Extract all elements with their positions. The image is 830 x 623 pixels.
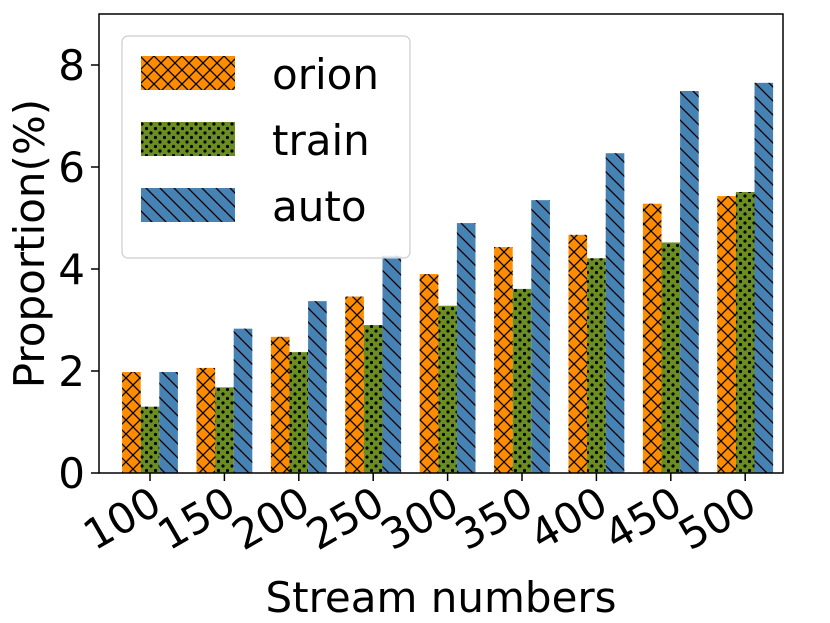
bar-hatch bbox=[363, 325, 383, 473]
legend-label: auto bbox=[272, 182, 367, 231]
bar-orion-450 bbox=[642, 203, 662, 473]
x-axis-label: Stream numbers bbox=[265, 573, 616, 622]
y-tick-label: 2 bbox=[58, 347, 85, 396]
bar-orion-250 bbox=[345, 296, 364, 473]
bar-hatch bbox=[270, 336, 290, 473]
bar-hatch bbox=[494, 247, 513, 473]
bar-hatch bbox=[122, 372, 141, 473]
legend-label: orion bbox=[272, 50, 379, 99]
bar-train-400 bbox=[587, 258, 606, 473]
bar-auto-400 bbox=[605, 153, 625, 474]
bar-train-450 bbox=[661, 242, 681, 473]
bar-hatch bbox=[196, 367, 216, 473]
bar-train-100 bbox=[140, 406, 160, 473]
bar-auto-500 bbox=[754, 82, 774, 473]
bar-hatch bbox=[717, 196, 736, 473]
bar-hatch bbox=[587, 258, 606, 473]
y-tick-label: 4 bbox=[58, 245, 85, 294]
bar-orion-100 bbox=[122, 372, 141, 473]
bar-hatch bbox=[159, 372, 178, 473]
x-tick-label: 500 bbox=[670, 477, 764, 560]
bar-hatch bbox=[233, 328, 253, 473]
bar-orion-300 bbox=[419, 274, 439, 473]
legend: orion train auto bbox=[121, 35, 411, 259]
legend-swatch-hatch bbox=[141, 122, 235, 156]
legend-item-train: train bbox=[141, 116, 370, 165]
bar-hatch bbox=[289, 352, 309, 473]
bar-hatch bbox=[661, 242, 681, 473]
bar-auto-250 bbox=[382, 255, 402, 473]
bar-hatch bbox=[419, 274, 439, 473]
bar-auto-300 bbox=[456, 223, 476, 473]
y-axis: 0 2 4 6 8 bbox=[58, 41, 99, 498]
bar-hatch bbox=[568, 234, 588, 473]
bar-auto-350 bbox=[531, 200, 550, 473]
bar-hatch bbox=[754, 82, 774, 473]
bar-orion-200 bbox=[270, 336, 290, 473]
bar-hatch bbox=[382, 255, 402, 473]
bar-auto-450 bbox=[680, 91, 699, 473]
legend-swatch-hatch bbox=[141, 56, 235, 90]
bar-train-250 bbox=[363, 325, 383, 473]
y-axis-label: Proportion(%) bbox=[5, 99, 54, 388]
bar-hatch bbox=[605, 153, 625, 474]
bar-auto-150 bbox=[233, 328, 253, 473]
bar-orion-350 bbox=[494, 247, 513, 473]
legend-item-orion: orion bbox=[141, 50, 379, 99]
bars bbox=[122, 82, 774, 474]
bar-auto-200 bbox=[308, 301, 327, 473]
bar-hatch bbox=[140, 406, 160, 473]
bar-hatch bbox=[308, 301, 327, 473]
bar-train-150 bbox=[215, 387, 234, 473]
bar-orion-500 bbox=[717, 196, 736, 473]
bar-hatch bbox=[438, 305, 457, 473]
bar-hatch bbox=[512, 288, 532, 473]
bar-hatch bbox=[531, 200, 550, 473]
y-tick-label: 6 bbox=[58, 143, 85, 192]
legend-label: train bbox=[272, 116, 370, 165]
bar-hatch bbox=[345, 296, 364, 473]
bar-hatch bbox=[456, 223, 476, 473]
bar-train-200 bbox=[289, 352, 309, 473]
y-tick-label: 0 bbox=[58, 449, 85, 498]
bar-hatch bbox=[680, 91, 699, 473]
bar-hatch bbox=[735, 191, 755, 474]
bar-hatch bbox=[215, 387, 234, 473]
bar-train-300 bbox=[438, 305, 457, 473]
bar-train-350 bbox=[512, 288, 532, 473]
bar-auto-100 bbox=[159, 372, 178, 473]
bar-orion-150 bbox=[196, 367, 216, 473]
bar-train-500 bbox=[735, 191, 755, 474]
legend-swatch-hatch bbox=[141, 188, 235, 222]
bar-hatch bbox=[642, 203, 662, 473]
plot-area bbox=[98, 13, 784, 474]
legend-item-auto: auto bbox=[141, 182, 367, 231]
y-tick-label: 8 bbox=[58, 41, 85, 90]
bar-orion-400 bbox=[568, 234, 588, 473]
plot-frame bbox=[98, 13, 784, 474]
